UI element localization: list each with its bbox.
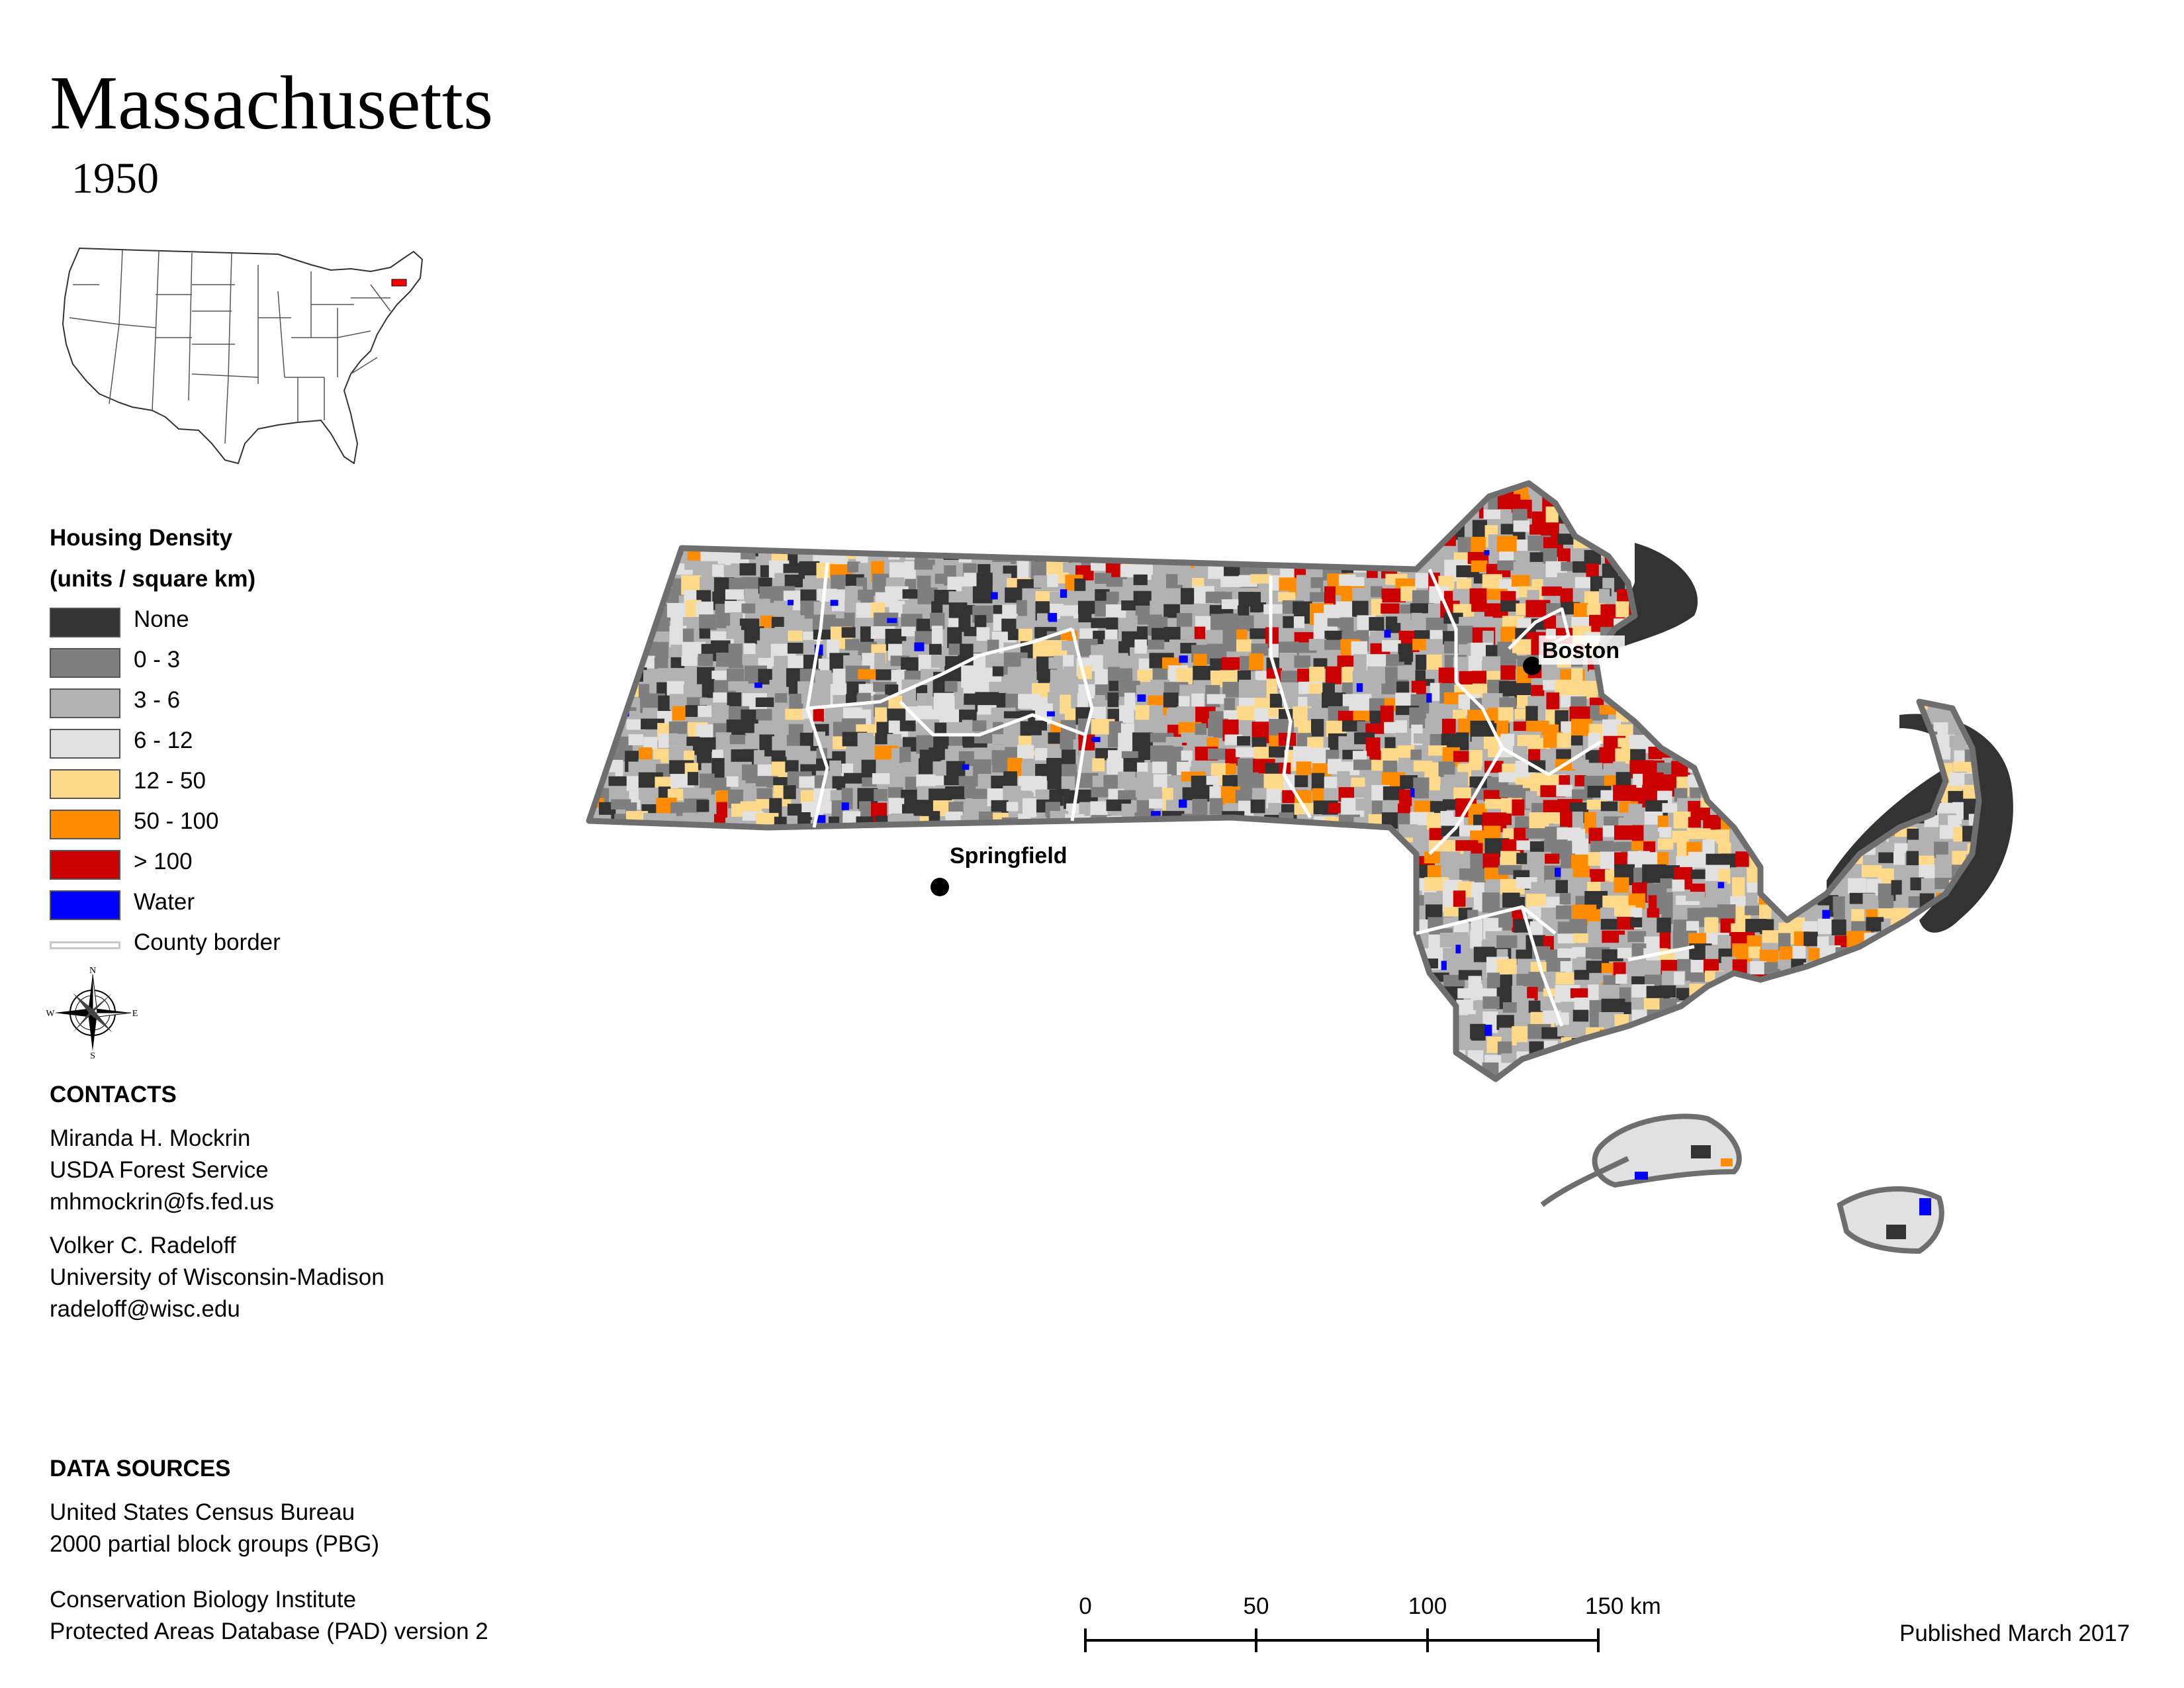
us-locator-inset-map xyxy=(62,248,423,464)
legend-item: 0 - 3 xyxy=(50,640,460,680)
legend-label: > 100 xyxy=(134,849,193,874)
source-line: 2000 partial block groups (PBG) xyxy=(50,1531,380,1557)
legend-label: Water xyxy=(134,889,195,915)
massachusetts-highlight xyxy=(391,279,407,287)
scale-tick-label: 150 km xyxy=(1585,1593,1661,1619)
source-line: Protected Areas Database (PAD) version 2 xyxy=(50,1618,488,1644)
legend-item: 50 - 100 xyxy=(50,802,460,842)
legend-item: Water xyxy=(50,882,460,923)
legend-units: (units / square km) xyxy=(50,566,256,592)
county-border-swatch xyxy=(50,941,120,949)
outer-cape-arm xyxy=(1899,714,2013,933)
marthas-vineyard xyxy=(1592,1113,1742,1188)
legend-swatch xyxy=(50,688,120,718)
contact-name: Volker C. Radeloff xyxy=(50,1233,236,1258)
scale-tick-label: 50 xyxy=(1244,1593,1269,1619)
compass-s: S xyxy=(90,1051,95,1059)
scale-bar: 0 50 100 150 km xyxy=(1079,1593,1661,1652)
legend-item: 12 - 50 xyxy=(50,761,460,802)
legend-swatch xyxy=(50,608,120,637)
legend-swatch xyxy=(50,890,120,920)
contact-name: Miranda H. Mockrin xyxy=(50,1125,251,1151)
legend-label: 3 - 6 xyxy=(134,687,181,713)
contact-entry: Volker C. Radeloff University of Wiscons… xyxy=(50,1230,513,1325)
massachusetts-bay xyxy=(1600,543,1698,655)
density-patches xyxy=(589,483,1979,1079)
legend-label: 6 - 12 xyxy=(134,727,193,753)
contact-org: University of Wisconsin-Madison xyxy=(50,1264,385,1290)
published-date: Published March 2017 xyxy=(1899,1620,2130,1646)
compass-w: W xyxy=(46,1009,55,1019)
scale-tick-label: 100 xyxy=(1408,1593,1447,1619)
map-title: Massachusetts xyxy=(50,61,494,146)
source-entry: United States Census Bureau 2000 partial… xyxy=(50,1497,645,1560)
elizabeth-islands xyxy=(1540,1156,1629,1207)
nantucket xyxy=(1837,1186,1944,1254)
source-line: Conservation Biology Institute xyxy=(50,1587,357,1613)
city-label: Springfield xyxy=(950,843,1068,868)
contact-entry: Miranda H. Mockrin USDA Forest Service m… xyxy=(50,1123,513,1218)
city-springfield: Springfield xyxy=(931,841,1082,896)
legend-swatch xyxy=(50,810,120,839)
legend-item: > 100 xyxy=(50,842,460,882)
data-sources-section: DATA SOURCES United States Census Bureau… xyxy=(50,1453,645,1648)
data-sources-heading: DATA SOURCES xyxy=(50,1456,231,1481)
compass-n: N xyxy=(89,966,96,976)
islands xyxy=(1540,1113,1944,1254)
city-label: Boston xyxy=(1542,638,1619,663)
legend-label: 0 - 3 xyxy=(134,647,181,673)
legend-item: 3 - 6 xyxy=(50,680,460,721)
legend: Housing Density (units / square km) None… xyxy=(50,518,460,963)
us-outline xyxy=(62,248,423,464)
legend-heading: Housing Density xyxy=(50,525,233,551)
city-boston: Boston xyxy=(1523,635,1625,675)
scale-tick-label: 0 xyxy=(1079,1593,1091,1619)
legend-label: 12 - 50 xyxy=(134,768,206,794)
county-borders xyxy=(805,562,1695,1027)
contact-email: mhmockrin@fs.fed.us xyxy=(50,1189,274,1215)
legend-swatch xyxy=(50,850,120,880)
compass-rose-icon: N S W E xyxy=(46,966,138,1059)
legend-swatch xyxy=(50,648,120,678)
legend-item: 6 - 12 xyxy=(50,721,460,761)
contacts-heading: CONTACTS xyxy=(50,1082,177,1107)
legend-label: County border xyxy=(134,929,281,955)
source-line: United States Census Bureau xyxy=(50,1499,355,1525)
map-year: 1950 xyxy=(71,154,159,203)
state-outline xyxy=(586,480,1982,1082)
contact-email: radeloff@wisc.edu xyxy=(50,1296,240,1322)
legend-label: None xyxy=(134,606,189,632)
legend-swatch xyxy=(50,769,120,799)
legend-swatch xyxy=(50,729,120,759)
massachusetts-housing-density-map: Boston Springfield xyxy=(586,480,2013,1254)
contact-org: USDA Forest Service xyxy=(50,1157,269,1183)
legend-item: None xyxy=(50,600,460,640)
legend-label: 50 - 100 xyxy=(134,808,219,834)
compass-e: E xyxy=(132,1009,138,1019)
contacts-section: CONTACTS Miranda H. Mockrin USDA Forest … xyxy=(50,1079,513,1325)
source-entry: Conservation Biology Institute Protected… xyxy=(50,1584,645,1648)
legend-item-county-border: County border xyxy=(50,923,460,963)
legend-items: None 0 - 3 3 - 6 6 - 12 12 - 50 50 - 100 > 100… xyxy=(50,600,460,923)
